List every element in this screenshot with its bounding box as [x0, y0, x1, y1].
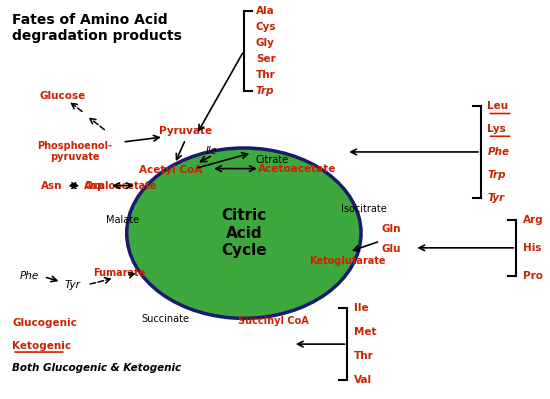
Text: Arg: Arg [523, 215, 543, 225]
Circle shape [126, 148, 361, 318]
Text: Ala: Ala [256, 6, 274, 16]
Text: Citric
Acid
Cycle: Citric Acid Cycle [221, 208, 267, 258]
Text: Pro: Pro [523, 271, 543, 280]
Text: Citrate: Citrate [256, 155, 289, 165]
Text: Asp: Asp [84, 181, 106, 191]
Text: Glu: Glu [382, 244, 402, 254]
Text: Glucose: Glucose [40, 91, 86, 101]
Text: Cys: Cys [256, 22, 276, 32]
Text: Ketogenic: Ketogenic [12, 341, 72, 351]
Text: Tyr: Tyr [487, 193, 505, 203]
Text: Oxaloacetate: Oxaloacetate [84, 181, 157, 191]
Text: His: His [523, 243, 541, 253]
Text: Both Glucogenic & Ketogenic: Both Glucogenic & Ketogenic [12, 363, 182, 373]
Text: Thr: Thr [256, 70, 276, 80]
Text: Ketoglutarate: Ketoglutarate [309, 256, 386, 266]
Text: Acetoacetate: Acetoacetate [257, 164, 336, 174]
Text: Phe: Phe [487, 147, 509, 157]
Text: Gly: Gly [256, 38, 275, 48]
Text: Ile: Ile [205, 146, 217, 156]
Text: Phe: Phe [20, 271, 40, 280]
Text: Succinyl CoA: Succinyl CoA [239, 316, 309, 326]
Text: Acetyl CoA: Acetyl CoA [139, 165, 202, 175]
Text: Tyr: Tyr [64, 280, 80, 290]
Text: Fates of Amino Acid
degradation products: Fates of Amino Acid degradation products [12, 13, 182, 43]
Text: Thr: Thr [354, 351, 373, 361]
Text: Trp: Trp [256, 85, 274, 95]
Text: Ser: Ser [256, 54, 276, 64]
Text: Phosphoenol-
pyruvate: Phosphoenol- pyruvate [37, 141, 112, 162]
Text: Pyruvate: Pyruvate [159, 126, 212, 136]
Text: Met: Met [354, 327, 376, 337]
Text: Gln: Gln [382, 224, 402, 234]
Text: Glucogenic: Glucogenic [12, 318, 77, 328]
Text: Lys: Lys [487, 124, 506, 134]
Text: Succinate: Succinate [141, 314, 189, 324]
Text: Fumarate: Fumarate [94, 268, 146, 278]
Text: Asn: Asn [41, 181, 62, 191]
Text: Ile: Ile [354, 304, 368, 314]
Text: Leu: Leu [487, 101, 509, 111]
Text: Val: Val [354, 375, 372, 385]
Text: Malate: Malate [106, 215, 139, 225]
Text: Isocitrate: Isocitrate [341, 204, 387, 214]
Text: Trp: Trp [487, 170, 506, 180]
